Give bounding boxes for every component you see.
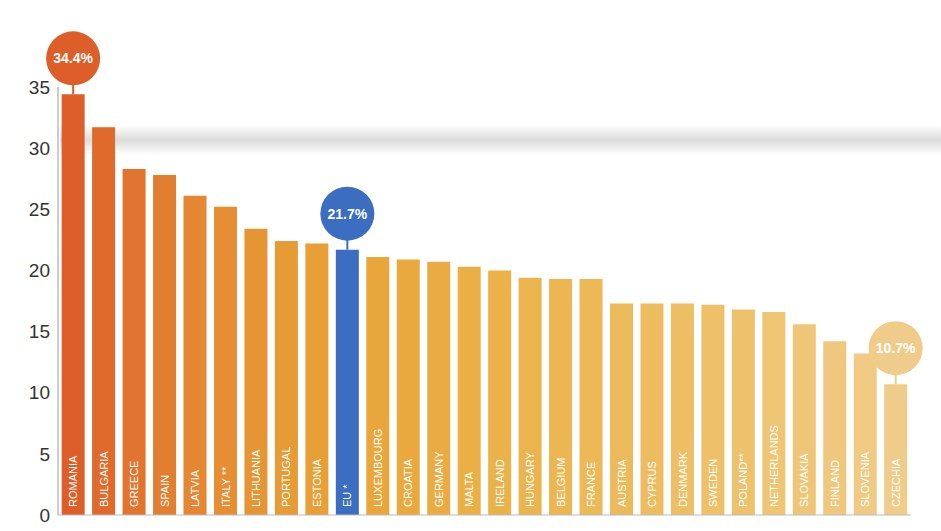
svg-text:10: 10 (29, 382, 50, 403)
svg-text:FINLAND: FINLAND (829, 460, 841, 507)
svg-text:GREECE: GREECE (128, 461, 140, 507)
svg-text:BULGARIA: BULGARIA (98, 451, 110, 507)
svg-text:ITALY **: ITALY ** (220, 466, 232, 507)
svg-text:10.7%: 10.7% (876, 340, 916, 356)
svg-text:ESTONIA: ESTONIA (311, 458, 323, 507)
svg-text:21.7%: 21.7% (327, 206, 367, 222)
svg-text:CROATIA: CROATIA (402, 458, 414, 507)
svg-text:CZECHIA: CZECHIA (890, 458, 902, 507)
svg-text:MALTA: MALTA (463, 471, 475, 507)
svg-text:15: 15 (29, 321, 50, 342)
svg-text:SWEDEN: SWEDEN (707, 459, 719, 507)
svg-text:34.4%: 34.4% (53, 50, 93, 66)
svg-text:SLOVENIA: SLOVENIA (859, 451, 871, 507)
svg-text:IRELAND: IRELAND (494, 459, 506, 507)
svg-text:35: 35 (29, 77, 50, 98)
svg-text:5: 5 (39, 444, 50, 465)
svg-text:SLOVAKIA: SLOVAKIA (798, 453, 810, 507)
svg-text:DENMARK: DENMARK (677, 451, 689, 507)
svg-text:25: 25 (29, 199, 50, 220)
svg-text:BELGIUM: BELGIUM (555, 457, 567, 507)
svg-text:POLAND**: POLAND** (737, 452, 749, 507)
svg-text:FRANCE: FRANCE (585, 462, 597, 507)
svg-text:SPAIN: SPAIN (159, 475, 171, 507)
svg-text:LUXEMBOURG: LUXEMBOURG (372, 429, 384, 507)
svg-text:LATVIA: LATVIA (189, 469, 201, 507)
svg-text:20: 20 (29, 260, 50, 281)
svg-text:ROMANIA: ROMANIA (67, 455, 79, 507)
svg-text:30: 30 (29, 138, 50, 159)
svg-text:PORTUGAL: PORTUGAL (280, 447, 292, 507)
svg-text:GERMANY: GERMANY (433, 451, 445, 507)
svg-text:HUNGARY: HUNGARY (524, 452, 536, 507)
svg-text:LITHUANIA: LITHUANIA (250, 449, 262, 507)
svg-text:0: 0 (39, 505, 50, 526)
svg-text:AUSTRIA: AUSTRIA (616, 459, 628, 507)
svg-text:CYPRUS: CYPRUS (646, 461, 658, 507)
svg-text:NETHERLANDS: NETHERLANDS (768, 425, 780, 507)
svg-text:EU *: EU * (341, 484, 353, 507)
